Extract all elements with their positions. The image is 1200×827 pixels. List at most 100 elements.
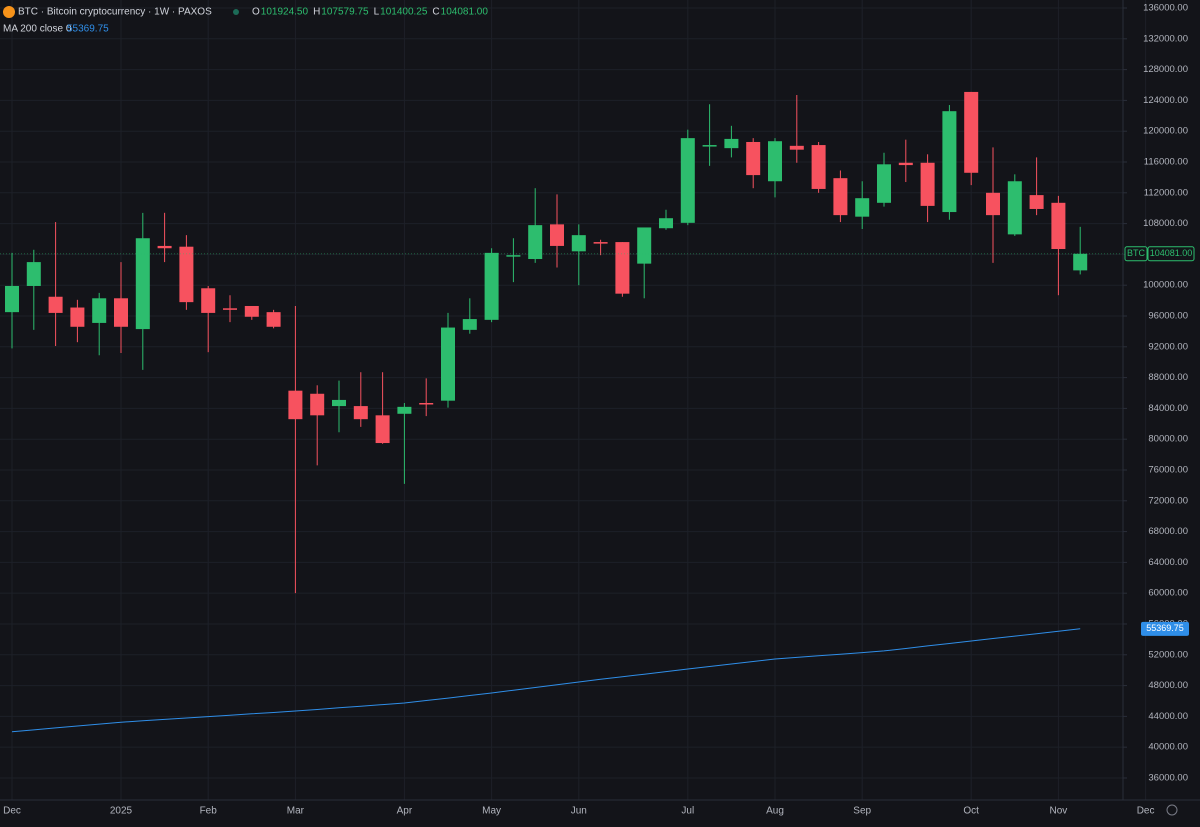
y-tick-label: 128000.00 (1143, 64, 1188, 75)
indicator-axis-label: 55369.75 (1146, 623, 1184, 633)
candle-body (593, 242, 608, 244)
header: BTC · Bitcoin cryptocurrency · 1W · PAXO… (3, 6, 488, 18)
candle-body (571, 235, 586, 252)
candle-body (877, 164, 891, 203)
candle-body (26, 262, 41, 286)
candle-body (201, 288, 216, 313)
candle-body (986, 192, 1000, 216)
candle-body (724, 138, 739, 149)
symbol-badge (1124, 246, 1148, 262)
y-tick-label: 92000.00 (1148, 341, 1188, 352)
candle-body (1029, 195, 1044, 209)
candle-body (484, 252, 499, 320)
candle-body (419, 403, 434, 405)
candle-body (506, 255, 521, 257)
candle-body (680, 138, 695, 223)
y-tick-label: 60000.00 (1148, 588, 1188, 599)
x-tick-label: Oct (963, 806, 979, 817)
candle-body (702, 145, 717, 147)
y-tick-label: 124000.00 (1143, 95, 1188, 106)
candle-body (223, 308, 237, 310)
candle-body (1051, 202, 1066, 250)
y-tick-label: 52000.00 (1148, 649, 1188, 660)
y-tick-label: 136000.00 (1143, 3, 1188, 14)
symbol-label: BTC (1127, 248, 1146, 258)
indicator-legend: MA 200 close 0 55369.75 (3, 24, 109, 35)
candle-body (615, 242, 630, 294)
candle-body (157, 245, 172, 249)
x-tick-label: Nov (1050, 806, 1068, 817)
ohlc-key: H (313, 7, 320, 18)
x-tick-label: Dec (1137, 806, 1155, 817)
candle-body (811, 145, 826, 189)
candle-body (768, 141, 782, 182)
y-tick-label: 132000.00 (1143, 33, 1188, 44)
candle-body (637, 227, 652, 264)
candle-body (92, 298, 107, 323)
price-badge (1147, 246, 1195, 262)
x-tick-label: Aug (766, 806, 784, 817)
candle-body (332, 399, 346, 407)
x-tick-label: Jul (681, 806, 694, 817)
candle-body (375, 415, 390, 444)
y-tick-label: 116000.00 (1144, 157, 1188, 168)
candle-body (266, 312, 281, 327)
candle-body (898, 162, 913, 166)
candle-body (353, 406, 368, 420)
candle-body (135, 238, 150, 330)
candle-body (310, 393, 325, 416)
last-price-label: 104081.00 (1150, 248, 1193, 258)
candle-body (746, 141, 761, 176)
candle-body (441, 327, 455, 401)
y-tick-label: 64000.00 (1148, 557, 1188, 568)
settings-icon[interactable] (1166, 804, 1178, 816)
y-tick-label: 68000.00 (1148, 526, 1188, 537)
plot (0, 91, 1123, 733)
candle-body (288, 390, 303, 420)
ohlc-key: C (432, 7, 439, 18)
y-tick-label: 96000.00 (1148, 311, 1188, 322)
y-tick-label: 84000.00 (1148, 403, 1188, 414)
y-tick-label: 36000.00 (1148, 772, 1188, 783)
candle-body (48, 296, 63, 313)
ohlc-value: 104081.00 (441, 7, 489, 18)
candle-body (964, 91, 979, 173)
candle-body (179, 246, 194, 303)
axes: 36000.00 40000.00 44000.00 48000.00 52000.00… (3, 3, 1195, 817)
candle-body (659, 218, 673, 229)
y-tick-label: 100000.00 (1143, 280, 1188, 291)
y-tick-label: 40000.00 (1148, 742, 1188, 753)
candle-body (528, 225, 543, 260)
y-tick-label: 44000.00 (1148, 711, 1188, 722)
ohlc-value: 101924.50 (261, 7, 309, 18)
candle-body (855, 198, 870, 217)
market-status (233, 9, 239, 15)
candle-body (244, 305, 259, 317)
y-tick-label: 108000.00 (1143, 218, 1188, 229)
symbol-icon (3, 6, 15, 18)
candle-body (114, 298, 128, 327)
candle-body (397, 406, 412, 414)
y-tick-label: 120000.00 (1143, 126, 1188, 137)
indicator-value: 55369.75 (67, 24, 109, 35)
x-tick-label: 2025 (110, 806, 133, 817)
chart-title: BTC · Bitcoin cryptocurrency · 1W · PAXO… (18, 7, 212, 18)
candle-body (1007, 181, 1022, 235)
ohlc-key: L (374, 7, 380, 18)
indicator-name: MA 200 close 0 (3, 24, 72, 35)
candle-body (833, 178, 848, 216)
candle-body (462, 319, 477, 330)
y-tick-label: 72000.00 (1148, 495, 1188, 506)
x-tick-label: Apr (397, 806, 413, 817)
candle-body (789, 145, 804, 150)
candle-body (942, 111, 957, 213)
grid (0, 0, 1147, 800)
ohlc-value: 107579.75 (321, 7, 369, 18)
candle-body (1073, 253, 1088, 271)
ohlc-key: O (252, 7, 260, 18)
y-tick-label: 76000.00 (1148, 465, 1188, 476)
candle-body (5, 285, 19, 313)
candle-body (550, 224, 564, 246)
y-tick-label: 80000.00 (1148, 434, 1188, 445)
